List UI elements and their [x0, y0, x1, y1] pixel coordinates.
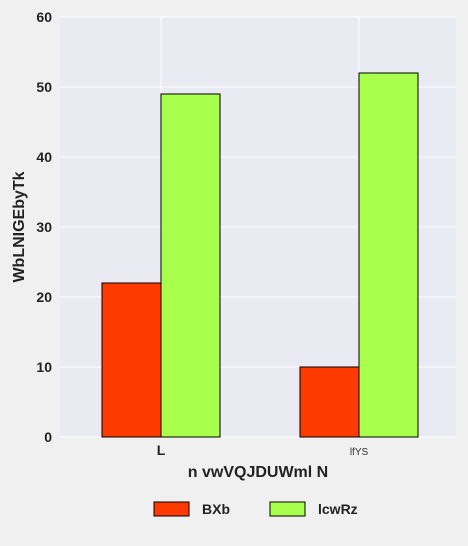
bar-lcwRz-lfYS	[358, 72, 419, 438]
y-tick-label: 20	[36, 289, 52, 305]
bar-BXb-lfYS	[299, 366, 360, 438]
y-tick-label: 60	[36, 9, 52, 25]
legend: BXb lcwRz	[153, 501, 358, 517]
legend-label-BXb: BXb	[202, 501, 230, 517]
bar-BXb-L	[101, 282, 162, 438]
x-tick-label: lfYS	[350, 447, 369, 458]
y-tick-label: 30	[36, 219, 52, 235]
legend-swatch-BXb	[153, 501, 190, 517]
y-tick-label: 0	[44, 429, 52, 445]
y-tick-label: 50	[36, 79, 52, 95]
y-tick-label: 10	[36, 359, 52, 375]
y-axis-ticks: 0 10 20 30 40 50 60	[36, 9, 52, 445]
legend-swatch-lcwRz	[269, 501, 306, 517]
bars	[101, 72, 419, 438]
x-tick-label: L	[157, 442, 166, 458]
y-axis-title: WbLNIGEbyTk	[11, 171, 28, 282]
bar-lcwRz-L	[160, 93, 221, 438]
y-tick-label: 40	[36, 149, 52, 165]
legend-label-lcwRz: lcwRz	[318, 501, 358, 517]
x-axis-title: n vwVQJDUWml N	[188, 464, 328, 481]
